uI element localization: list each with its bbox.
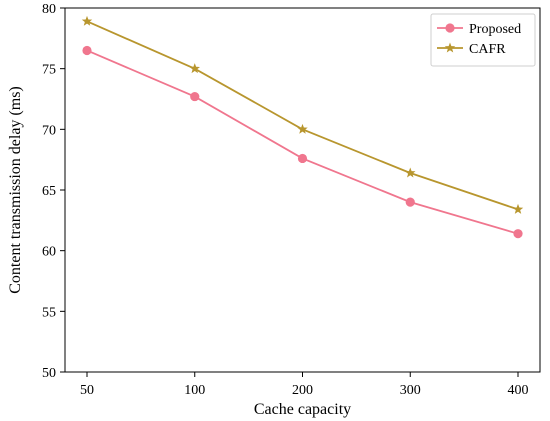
y-tick-label: 55	[42, 305, 56, 320]
data-point	[189, 63, 200, 74]
data-point	[405, 167, 416, 178]
data-point	[190, 91, 200, 102]
x-tick-label: 100	[184, 383, 205, 398]
data-point	[82, 45, 92, 56]
data-point	[512, 203, 524, 214]
y-axis: 50 55 60 65 70 75 80	[42, 2, 65, 381]
data-point	[297, 153, 308, 164]
x-tick-label: 50	[80, 383, 94, 398]
y-tick-label: 60	[42, 245, 56, 260]
data-point	[81, 15, 93, 26]
y-tick-label: 80	[42, 2, 56, 17]
series-layer	[81, 15, 524, 239]
legend-swatch-marker	[445, 23, 455, 33]
legend-box	[430, 13, 536, 67]
series-cafr	[81, 15, 524, 214]
legend-item: Proposed	[437, 22, 521, 37]
y-axis-label: Content transmission delay (ms)	[7, 86, 24, 294]
x-axis-label: Cache capacity	[254, 401, 351, 418]
legend-swatch-marker	[444, 42, 456, 53]
data-point	[405, 197, 415, 207]
data-point	[513, 229, 523, 239]
x-tick-label: 400	[508, 383, 529, 398]
legend-item: CAFR	[437, 42, 506, 57]
legend-label: Proposed	[469, 22, 521, 37]
y-tick-label: 75	[42, 63, 56, 78]
y-tick-label: 70	[42, 123, 56, 138]
y-tick-label: 50	[42, 366, 56, 381]
x-tick-label: 300	[400, 383, 421, 398]
series-line	[86, 49, 519, 235]
series-proposed	[82, 45, 523, 239]
x-axis: 50 100 200 300 400	[80, 372, 529, 398]
y-tick-label: 65	[42, 184, 56, 199]
x-tick-label: 200	[292, 383, 313, 398]
legend-label: CAFR	[469, 42, 506, 57]
legend: Proposed CAFR	[430, 13, 536, 67]
data-point	[297, 123, 308, 134]
